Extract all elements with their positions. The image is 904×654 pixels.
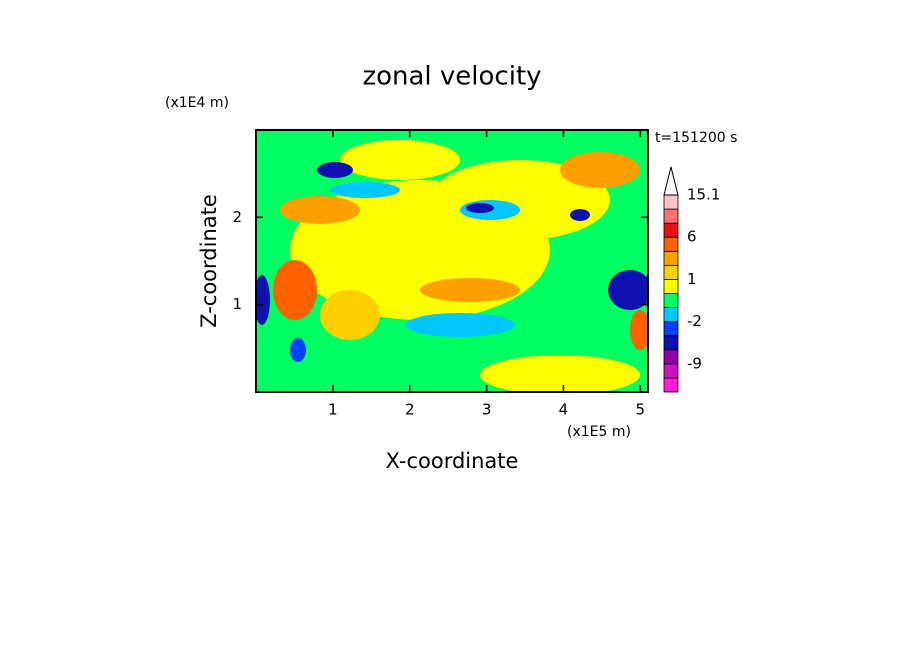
x-unit: (x1E5 m) <box>567 424 631 440</box>
colorbar-band <box>663 293 679 308</box>
colorbar-label: 1 <box>687 270 697 288</box>
x-axis-title: X-coordinate <box>386 449 519 473</box>
colorbar-band <box>663 321 679 337</box>
colorbar-band <box>663 307 679 323</box>
colorbar-label: -2 <box>687 312 702 330</box>
x-tick-label: 3 <box>482 401 492 419</box>
colorbar-label: 6 <box>687 228 697 246</box>
colorbar-band <box>663 250 679 266</box>
colorbar-band <box>663 279 679 294</box>
x-tick-label: 2 <box>405 401 415 419</box>
colorbar-band <box>663 377 679 393</box>
colorbar-band <box>663 208 679 224</box>
chart-title: zonal velocity <box>362 62 541 92</box>
y-unit: (x1E4 m) <box>165 95 229 111</box>
colorbar-band <box>663 222 679 238</box>
x-tick-label: 4 <box>559 401 569 419</box>
contour-field <box>256 130 648 392</box>
colorbar-band <box>663 194 679 210</box>
y-axis-title: Z-coordinate <box>197 194 221 328</box>
colorbar-label: -9 <box>687 354 702 372</box>
colorbar-band <box>663 236 679 252</box>
colorbar-band <box>663 264 679 280</box>
y-tick-label: 1 <box>232 295 242 313</box>
colorbar-band <box>663 349 679 365</box>
colorbar-extend <box>663 166 679 196</box>
colorbar-label: 15.1 <box>687 186 720 204</box>
colorbar-band <box>663 335 679 351</box>
y-tick-label: 2 <box>232 208 242 226</box>
x-tick-label: 1 <box>328 401 338 419</box>
x-tick-label: 5 <box>636 401 646 419</box>
colorbar-band <box>663 363 679 379</box>
time-label: t=151200 s <box>655 130 737 146</box>
plot-frame <box>255 129 649 393</box>
